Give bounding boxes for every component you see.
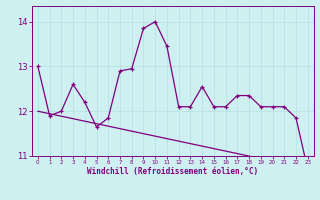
- X-axis label: Windchill (Refroidissement éolien,°C): Windchill (Refroidissement éolien,°C): [87, 167, 258, 176]
